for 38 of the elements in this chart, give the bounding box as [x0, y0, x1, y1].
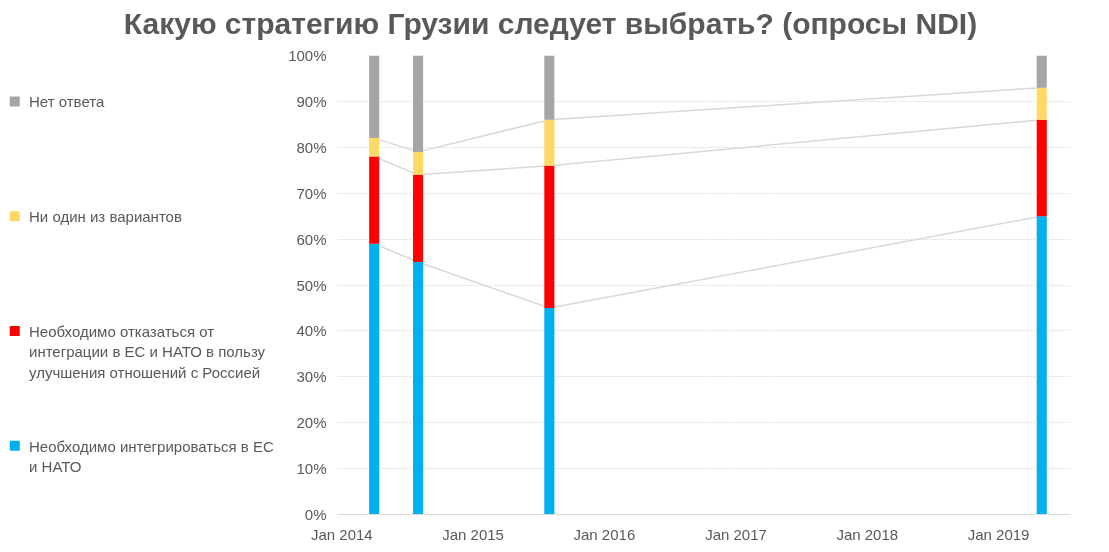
- legend-label: Нет ответа: [29, 92, 105, 110]
- legend-label: Ни один из вариантов: [29, 207, 182, 225]
- bar: [413, 151, 424, 175]
- bar: [544, 119, 555, 166]
- legend-label: Необходимо интегрироваться в ЕС и НАТО: [29, 437, 274, 476]
- y-tick-label: 20%: [296, 414, 327, 432]
- bar: [1036, 216, 1047, 515]
- bar: [1036, 55, 1047, 88]
- bar: [544, 307, 555, 515]
- y-tick-label: 10%: [296, 460, 327, 478]
- y-tick-label: 100%: [288, 47, 327, 64]
- y-tick-label: 40%: [296, 322, 327, 340]
- bar: [413, 174, 424, 263]
- bar: [1036, 119, 1047, 217]
- bar: [544, 165, 555, 308]
- x-tick-label: Jan 2014: [310, 525, 373, 543]
- x-tick-label: Jan 2018: [836, 525, 899, 543]
- y-tick-label: 90%: [296, 92, 327, 110]
- chart-title: Какую стратегию Грузии следует выбрать? (опросы NDI): [123, 6, 978, 40]
- x-tick-label: Jan 2015: [442, 525, 504, 543]
- x-tick-label: Jan 2016: [573, 525, 636, 543]
- bar: [369, 55, 380, 139]
- bar: [544, 55, 555, 120]
- bar: [413, 55, 424, 152]
- bar: [369, 156, 380, 244]
- y-tick-label: 0%: [304, 506, 327, 523]
- bar: [369, 138, 380, 157]
- y-tick-label: 30%: [296, 368, 327, 386]
- y-tick-label: 70%: [296, 184, 327, 202]
- y-tick-label: 80%: [296, 138, 327, 156]
- legend-label: Необходимо отказаться от интеграции в ЕС и НАТО в пользу улучшения отношений с Россией: [29, 322, 266, 381]
- bar: [413, 262, 424, 515]
- y-tick-label: 60%: [296, 230, 327, 248]
- x-tick-label: Jan 2019: [967, 525, 1030, 543]
- bar: [369, 243, 380, 515]
- x-tick-label: Jan 2017: [705, 525, 767, 543]
- y-tick-label: 50%: [296, 276, 327, 294]
- bar: [1036, 87, 1047, 120]
